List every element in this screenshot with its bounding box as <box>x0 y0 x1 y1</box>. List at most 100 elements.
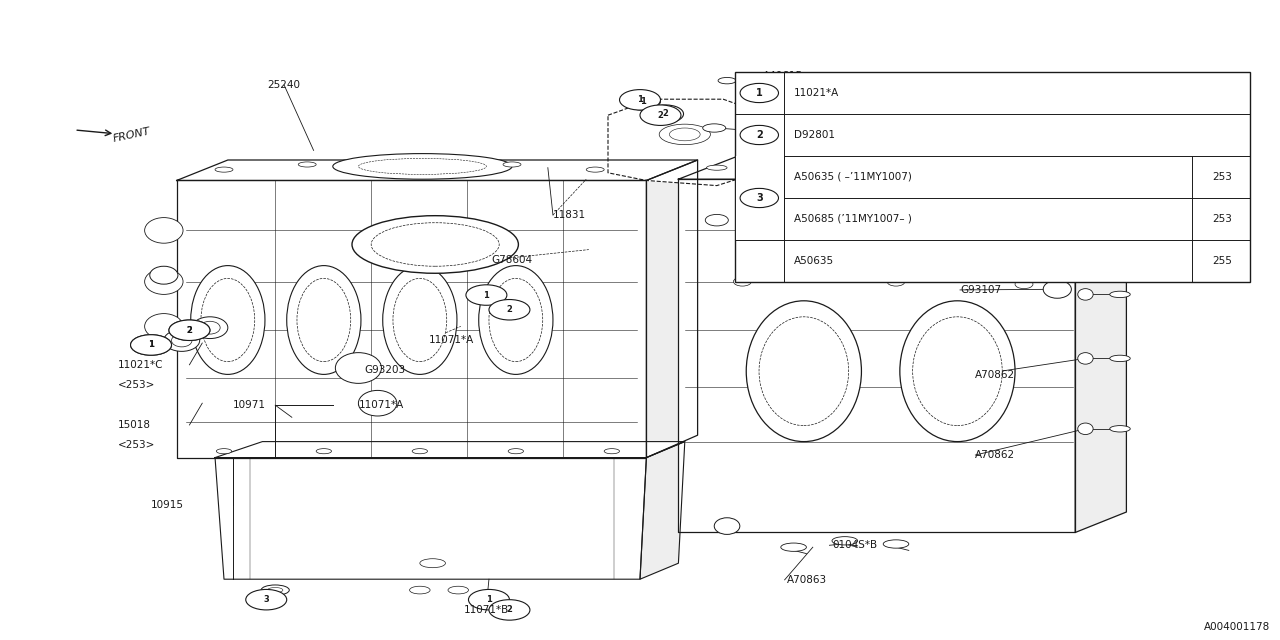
Text: 0104S*B: 0104S*B <box>832 540 877 550</box>
Ellipse shape <box>714 518 740 534</box>
Ellipse shape <box>836 188 855 198</box>
Text: 1: 1 <box>148 340 154 349</box>
Ellipse shape <box>371 223 499 266</box>
Text: 11831: 11831 <box>553 210 586 220</box>
Text: FRONT: FRONT <box>113 126 151 144</box>
Ellipse shape <box>150 266 178 284</box>
Ellipse shape <box>705 214 728 226</box>
Ellipse shape <box>1078 423 1093 435</box>
Ellipse shape <box>707 165 727 170</box>
Text: 3: 3 <box>264 595 269 604</box>
Ellipse shape <box>145 269 183 294</box>
Text: 10915: 10915 <box>151 500 184 510</box>
Text: 15018: 15018 <box>118 420 151 430</box>
Ellipse shape <box>145 314 183 339</box>
Text: 1: 1 <box>484 291 489 300</box>
Text: A70862: A70862 <box>975 450 1015 460</box>
Text: 2: 2 <box>507 305 512 314</box>
Text: 253: 253 <box>1212 172 1231 182</box>
Text: 11021*C: 11021*C <box>118 360 164 370</box>
Ellipse shape <box>781 543 806 552</box>
Ellipse shape <box>333 154 512 179</box>
Ellipse shape <box>192 317 228 339</box>
Circle shape <box>131 335 172 355</box>
Text: 2: 2 <box>756 130 763 140</box>
Text: A50635: A50635 <box>794 256 835 266</box>
Circle shape <box>489 600 530 620</box>
Polygon shape <box>608 99 768 186</box>
Text: 1: 1 <box>640 97 645 106</box>
Circle shape <box>740 83 778 102</box>
Ellipse shape <box>1078 289 1093 300</box>
Text: 11071*A: 11071*A <box>429 335 474 345</box>
Ellipse shape <box>215 167 233 172</box>
Circle shape <box>740 188 778 207</box>
Text: 11093: 11093 <box>806 200 840 210</box>
Ellipse shape <box>911 161 932 166</box>
Ellipse shape <box>759 317 849 426</box>
Ellipse shape <box>1110 291 1130 298</box>
Ellipse shape <box>1014 165 1034 170</box>
Circle shape <box>131 335 172 355</box>
Ellipse shape <box>479 595 507 605</box>
Ellipse shape <box>358 158 486 174</box>
Text: D92801: D92801 <box>794 130 835 140</box>
Ellipse shape <box>499 604 520 612</box>
Polygon shape <box>177 180 646 458</box>
Text: A004001178: A004001178 <box>1203 622 1270 632</box>
Ellipse shape <box>352 216 518 273</box>
Text: 255: 255 <box>1212 256 1231 266</box>
Ellipse shape <box>733 277 751 286</box>
Text: A70862: A70862 <box>753 180 792 190</box>
Ellipse shape <box>832 536 858 545</box>
Text: 2: 2 <box>187 326 192 335</box>
Text: 2: 2 <box>658 111 663 120</box>
Text: G78604: G78604 <box>492 255 532 265</box>
Ellipse shape <box>913 317 1002 426</box>
Ellipse shape <box>1110 355 1130 362</box>
Circle shape <box>625 92 660 110</box>
Ellipse shape <box>1015 280 1033 289</box>
Text: 3: 3 <box>756 214 763 224</box>
Ellipse shape <box>298 162 316 167</box>
Polygon shape <box>640 442 685 579</box>
Ellipse shape <box>216 449 232 454</box>
Ellipse shape <box>746 301 861 442</box>
Ellipse shape <box>358 390 397 416</box>
Circle shape <box>246 589 287 610</box>
Ellipse shape <box>479 266 553 374</box>
Ellipse shape <box>201 278 255 362</box>
Text: 11071*A: 11071*A <box>358 400 403 410</box>
Ellipse shape <box>448 586 468 594</box>
Ellipse shape <box>485 597 500 602</box>
Ellipse shape <box>604 449 620 454</box>
Circle shape <box>740 168 778 187</box>
Ellipse shape <box>1038 220 1061 231</box>
Circle shape <box>169 320 210 340</box>
Text: 3: 3 <box>756 193 763 203</box>
Circle shape <box>169 320 210 340</box>
Text: 2: 2 <box>507 605 512 614</box>
Text: 1: 1 <box>756 88 763 98</box>
Ellipse shape <box>883 540 909 548</box>
Ellipse shape <box>316 449 332 454</box>
Polygon shape <box>1075 157 1126 532</box>
Ellipse shape <box>586 167 604 172</box>
Ellipse shape <box>1078 353 1093 364</box>
Text: 2: 2 <box>663 109 668 118</box>
Circle shape <box>620 90 660 110</box>
Text: 1: 1 <box>148 340 154 349</box>
Ellipse shape <box>900 301 1015 442</box>
Polygon shape <box>678 179 1075 532</box>
Circle shape <box>468 589 509 610</box>
Ellipse shape <box>1110 426 1130 432</box>
Text: A50635 ( –’11MY1007): A50635 ( –’11MY1007) <box>794 172 911 182</box>
Text: A40614: A40614 <box>763 125 803 135</box>
Ellipse shape <box>393 278 447 362</box>
Text: B50604: B50604 <box>1016 225 1056 235</box>
Text: 3: 3 <box>756 172 763 182</box>
Ellipse shape <box>659 124 710 145</box>
Polygon shape <box>678 157 1126 179</box>
Polygon shape <box>177 160 698 180</box>
Text: 11071*B: 11071*B <box>463 605 509 615</box>
